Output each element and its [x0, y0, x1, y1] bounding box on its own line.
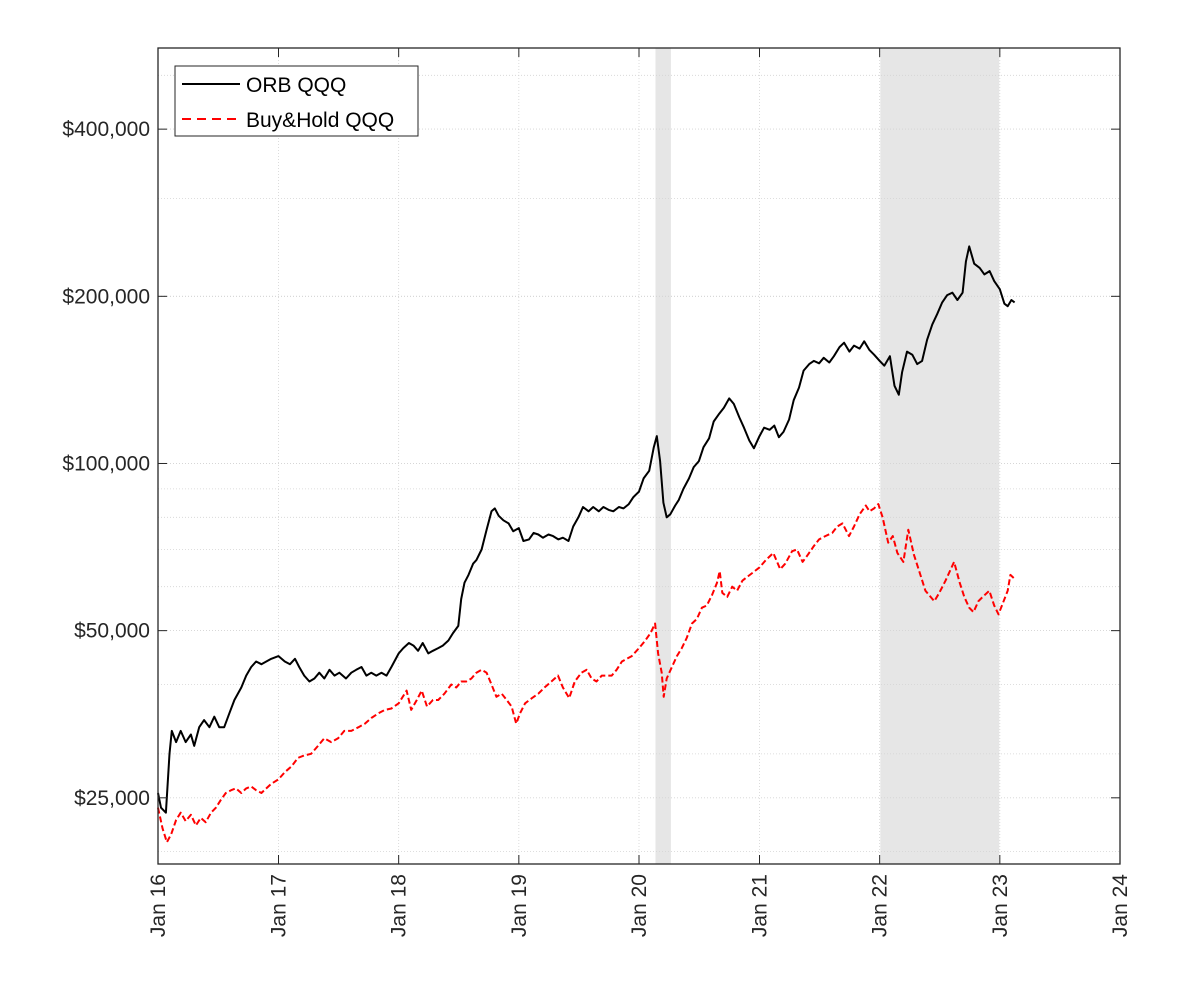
x-tick-label-4: Jan 20: [628, 874, 651, 937]
legend: ORB QQQ Buy&Hold QQQ: [174, 65, 419, 137]
series-lines: [157, 245, 1016, 844]
x-tick-label-2: Jan 18: [388, 874, 411, 937]
y-tick-label-0: $25,000: [74, 787, 150, 810]
series-line-buy-hold-qqq: [157, 503, 1016, 844]
x-tick-label-3: Jan 19: [508, 874, 531, 937]
shaded-period-1: [880, 48, 1000, 864]
y-tick-label-3: $200,000: [62, 285, 150, 308]
x-tick-label-1: Jan 17: [267, 874, 290, 937]
x-tick-label-5: Jan 21: [748, 874, 771, 937]
shaded-period-0: [655, 48, 671, 864]
legend-box: [174, 65, 419, 137]
axis-ticks: Jan 16 Jan 17 Jan 18 Jan 19 Jan 20 Jan 21 Jan …: [62, 48, 1132, 937]
series-line-orb-qqq: [157, 245, 1016, 814]
legend-label-orb: ORB QQQ: [246, 74, 346, 97]
x-tick-label-8: Jan 24: [1109, 874, 1132, 937]
x-tick-label-6: Jan 22: [869, 874, 892, 937]
x-tick-label-7: Jan 23: [989, 874, 1012, 937]
y-tick-label-1: $50,000: [74, 620, 150, 643]
legend-label-bh: Buy&Hold QQQ: [246, 109, 394, 132]
y-tick-label-4: $400,000: [62, 118, 150, 141]
y-tick-label-2: $100,000: [62, 452, 150, 475]
x-tick-label-0: Jan 16: [147, 874, 170, 937]
